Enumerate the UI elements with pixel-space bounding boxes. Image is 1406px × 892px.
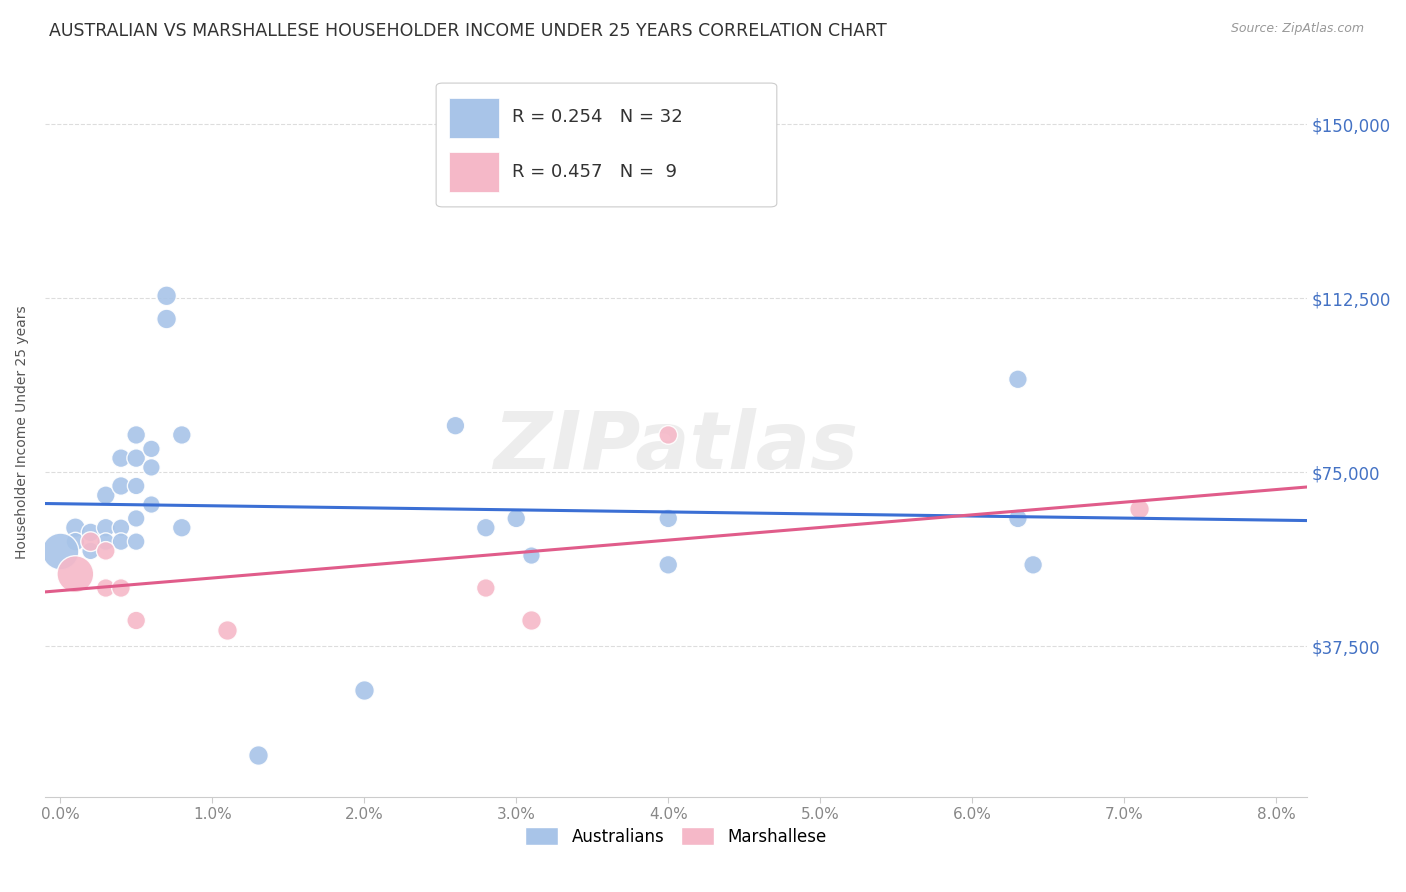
Point: [170, 428, 193, 442]
Y-axis label: Householder Income Under 25 years: Householder Income Under 25 years: [15, 306, 30, 559]
FancyBboxPatch shape: [436, 83, 776, 207]
Point: [125, 428, 148, 442]
Point: [49, 544, 72, 558]
Point: [170, 521, 193, 535]
Point: [110, 581, 132, 595]
Point: [110, 451, 132, 466]
Point: [79, 544, 101, 558]
Point: [94, 521, 117, 535]
Point: [94, 488, 117, 502]
FancyBboxPatch shape: [449, 153, 499, 193]
Point: [65, 534, 87, 549]
Point: [110, 521, 132, 535]
Point: [155, 312, 177, 326]
Point: [94, 544, 117, 558]
Text: R = 0.254   N = 32: R = 0.254 N = 32: [512, 108, 682, 127]
Point: [141, 498, 163, 512]
Text: AUSTRALIAN VS MARSHALLESE HOUSEHOLDER INCOME UNDER 25 YEARS CORRELATION CHART: AUSTRALIAN VS MARSHALLESE HOUSEHOLDER IN…: [49, 22, 887, 40]
Point: [65, 567, 87, 582]
Point: [110, 479, 132, 493]
Point: [125, 614, 148, 628]
Legend: Australians, Marshallese: Australians, Marshallese: [516, 819, 835, 854]
Point: [520, 549, 543, 563]
Point: [1128, 502, 1150, 516]
Point: [141, 442, 163, 456]
Point: [1007, 511, 1029, 525]
Text: ZIPatlas: ZIPatlas: [494, 409, 859, 486]
Point: [353, 683, 375, 698]
Text: R = 0.457   N =  9: R = 0.457 N = 9: [512, 163, 676, 181]
Point: [444, 418, 467, 433]
Point: [79, 525, 101, 540]
Point: [1007, 372, 1029, 386]
Point: [475, 581, 498, 595]
Point: [520, 614, 543, 628]
Point: [657, 511, 679, 525]
Point: [657, 558, 679, 572]
Point: [155, 289, 177, 303]
Point: [505, 511, 527, 525]
Point: [141, 460, 163, 475]
Point: [217, 623, 239, 637]
Point: [1022, 558, 1045, 572]
Point: [125, 511, 148, 525]
Point: [246, 747, 269, 762]
Text: Source: ZipAtlas.com: Source: ZipAtlas.com: [1230, 22, 1364, 36]
Point: [110, 534, 132, 549]
Point: [657, 428, 679, 442]
Point: [94, 534, 117, 549]
Point: [65, 521, 87, 535]
Point: [475, 521, 498, 535]
Point: [125, 479, 148, 493]
Point: [125, 534, 148, 549]
FancyBboxPatch shape: [449, 97, 499, 137]
Point: [94, 581, 117, 595]
Point: [79, 534, 101, 549]
Point: [125, 451, 148, 466]
